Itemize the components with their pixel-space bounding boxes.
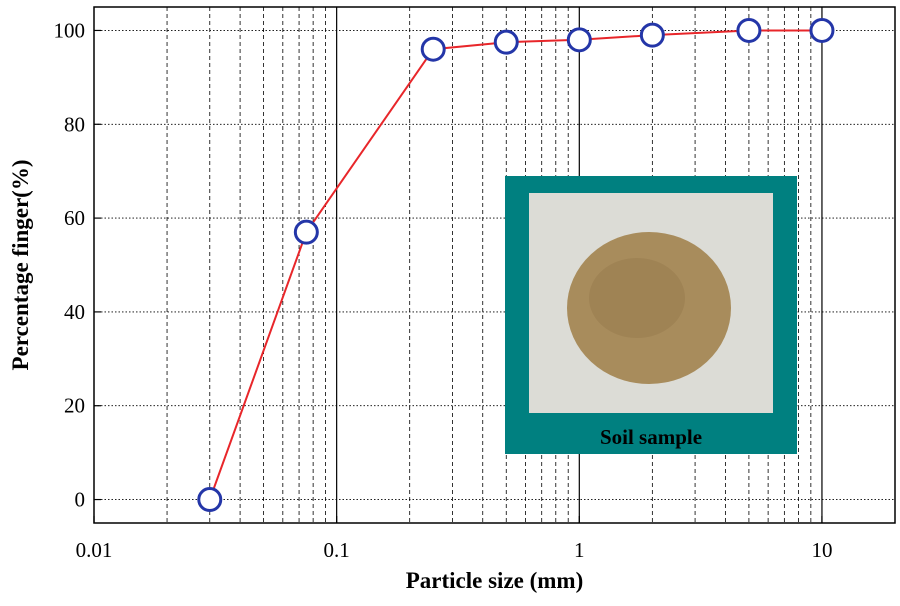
x-tick-label: 1 — [574, 538, 585, 562]
y-tick-label: 0 — [75, 488, 86, 512]
y-tick-label: 100 — [54, 18, 86, 42]
data-point-marker — [197, 487, 223, 513]
data-point-marker — [293, 219, 319, 245]
soil-sample-inset: Soil sample — [505, 176, 797, 454]
data-point-marker — [736, 17, 762, 43]
data-point-marker — [566, 27, 592, 53]
y-tick-label: 60 — [64, 206, 85, 230]
x-tick-label: 0.01 — [76, 538, 113, 562]
data-point-marker — [809, 17, 835, 43]
soil-pile — [567, 232, 731, 384]
y-tick-label: 20 — [64, 394, 85, 418]
inset-label: Soil sample — [600, 425, 702, 449]
data-point-marker — [493, 29, 519, 55]
data-point-marker — [639, 22, 665, 48]
x-axis-title: Particle size (mm) — [406, 568, 584, 593]
y-axis-title: Percentage finger(%) — [8, 160, 33, 371]
data-series — [197, 17, 835, 513]
x-tick-label: 0.1 — [324, 538, 350, 562]
data-point-marker — [420, 36, 446, 62]
gradation-curve-line — [208, 29, 822, 500]
plot-frame — [93, 6, 896, 524]
y-tick-label: 40 — [64, 300, 85, 324]
y-tick-label: 80 — [64, 112, 85, 136]
x-tick-label: 10 — [811, 538, 832, 562]
soil-pile-shade — [589, 258, 685, 338]
